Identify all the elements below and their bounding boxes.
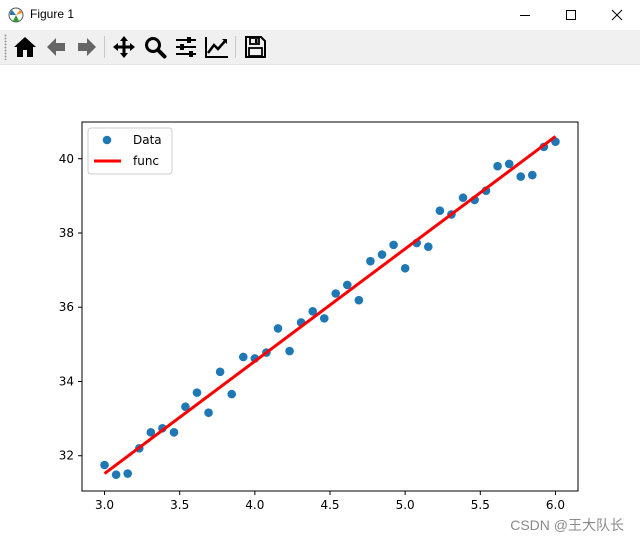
toolbar-separator [104,36,105,58]
toolbar-grip[interactable] [4,34,7,60]
data-point [308,307,318,316]
data-point [123,469,132,478]
save-button[interactable] [242,34,268,60]
data-point [146,428,156,437]
back-arrow-icon [47,38,65,56]
edit-axes-button[interactable] [204,34,230,60]
zoom-button[interactable] [142,34,168,60]
legend-label: func [133,154,159,168]
data-point [273,324,283,333]
window-title: Figure 1 [30,7,75,21]
data-point [377,250,387,259]
data-point [169,428,179,437]
watermark-text: CSDN @王大队长 [510,517,624,533]
configure-subplots-icon [176,37,196,57]
y-tick-label: 34 [59,374,74,388]
x-tick-label: 4.5 [320,498,339,512]
data-point [181,402,190,412]
data-point [319,314,329,323]
navigation-toolbar [0,30,640,65]
legend-label: Data [133,133,162,147]
configure-subplots-button[interactable] [173,34,199,60]
y-tick-label: 40 [59,152,74,166]
forward-button[interactable] [74,34,100,60]
figure-canvas[interactable]: 3.0 3.5 4.0 4.5 5.0 5.5 6.0 32 34 36 38 40 Data func [0,65,640,543]
pan-button[interactable] [111,34,137,60]
data-point [100,460,109,470]
data-point [331,289,341,298]
data-point [516,172,526,181]
data-point [366,256,375,266]
back-button[interactable] [43,34,69,60]
data-point [493,161,502,171]
x-tick-label: 4.0 [245,498,264,512]
data-point [504,159,514,169]
data-point [435,206,445,216]
x-tick-label: 3.0 [95,498,114,512]
save-floppy-icon [245,36,266,58]
legend-marker-data [102,135,112,145]
fit-line [103,135,557,475]
data-point [285,346,294,356]
data-point [192,388,202,397]
data-point [423,242,433,252]
maximize-button[interactable] [548,0,594,30]
minimize-icon [520,15,530,16]
y-tick-label: 36 [59,300,74,314]
home-icon [14,37,36,57]
data-point [227,389,237,399]
close-icon [611,9,623,21]
y-tick-label: 32 [59,449,74,463]
data-point [458,193,468,203]
data-point [389,240,398,250]
y-tick-label: 38 [59,226,74,240]
data-point [400,263,410,273]
data-point [204,408,213,417]
data-point [354,295,364,305]
close-button[interactable] [594,0,640,30]
pan-move-icon [113,36,135,58]
data-point [238,352,248,362]
x-tick-label: 5.0 [396,498,415,512]
zoom-magnifier-icon [145,37,167,59]
axes-frame [81,121,579,492]
x-tick-label: 3.5 [170,498,189,512]
toolbar-separator [235,36,236,58]
forward-arrow-icon [78,38,96,56]
x-tick-label: 6.0 [546,498,565,512]
edit-axes-icon [205,37,228,58]
title-bar: Figure 1 [0,0,640,30]
data-point [342,280,352,290]
maximize-icon [566,10,576,20]
data-point [528,170,537,180]
data-point [215,367,225,377]
minimize-button[interactable] [502,0,548,30]
home-button[interactable] [12,34,38,60]
data-point [111,470,121,479]
x-tick-label: 5.5 [471,498,490,512]
matplotlib-icon [8,7,24,23]
